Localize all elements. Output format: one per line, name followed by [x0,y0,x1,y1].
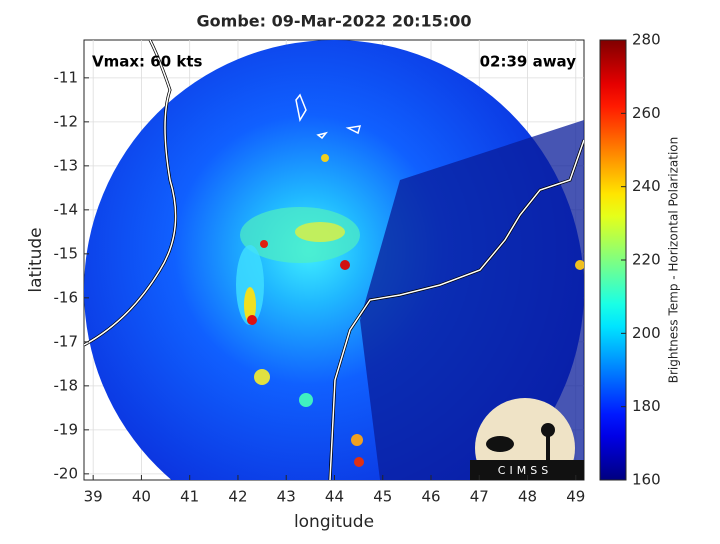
colorbar-tick-label: 280 [632,31,661,49]
y-tick-label: -14 [54,200,79,218]
y-tick-label: -15 [54,244,79,262]
y-tick-label: -11 [54,68,79,86]
colorbar-tick-label: 200 [632,324,661,342]
y-tick-label: -18 [54,376,79,394]
x-tick-label: 39 [84,488,103,506]
cimss-logo: CIMSS [470,398,584,480]
x-tick-label: 41 [180,488,199,506]
x-tick-label: 43 [277,488,296,506]
x-tick-label: 40 [132,488,151,506]
x-tick-label: 47 [470,488,489,506]
y-tick-label: -13 [54,156,79,174]
x-tick-label: 45 [373,488,392,506]
x-tick-label: 46 [421,488,440,506]
y-tick-label: -19 [54,420,79,438]
chart-title: Gombe: 09-Mar-2022 20:15:00 [197,12,472,31]
x-axis-label: longitude [294,512,374,532]
colorbar-tick-label: 260 [632,104,661,122]
colorbar-label: Brightness Temp - Horizontal Polarizatio… [667,137,681,384]
annotation: Vmax: 60 kts [92,53,202,71]
y-tick-label: -12 [54,112,79,130]
x-tick-label: 42 [228,488,247,506]
x-tick-label: 48 [518,488,537,506]
x-tick-label: 49 [566,488,585,506]
colorbar-tick-label: 240 [632,177,661,195]
logo-text: CIMSS [498,464,552,477]
y-tick-label: -16 [54,288,79,306]
x-tick-label: 44 [325,488,344,506]
satellite-image: CIMSS [84,40,584,480]
y-axis-label: latitude [26,227,46,292]
annotation: 02:39 away [480,53,577,71]
y-tick-label: -20 [54,464,79,482]
colorbar-tick-label: 160 [632,471,661,489]
colorbar-tick-label: 180 [632,397,661,415]
colorbar-tick-label: 220 [632,251,661,269]
y-tick-label: -17 [54,332,79,350]
